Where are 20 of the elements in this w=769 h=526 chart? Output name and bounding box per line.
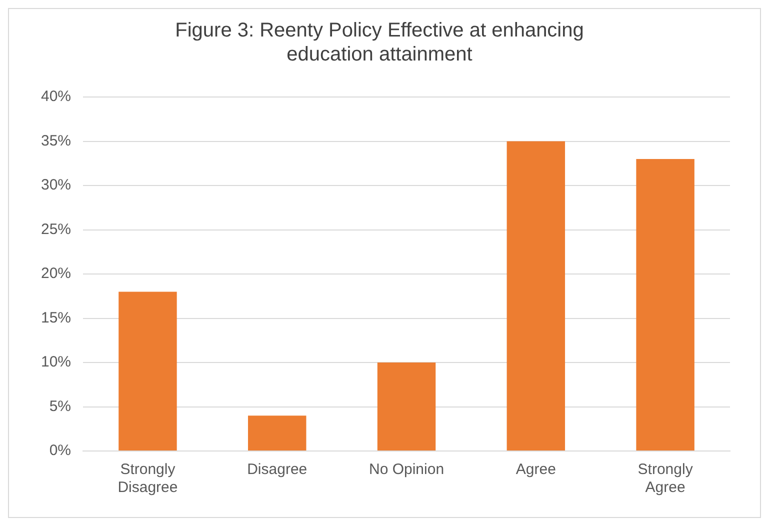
bar: [248, 416, 306, 450]
y-tick-label: 0%: [49, 442, 72, 460]
x-tick-label: Strongly Disagree: [118, 461, 178, 496]
bar: [506, 141, 566, 450]
x-tick-label: Disagree: [247, 461, 308, 478]
x-tick-label: Strongly Agree: [638, 461, 694, 496]
y-tick-label: 15%: [40, 309, 72, 326]
chart-title: Figure 3: Reenty Policy Effective at enhancing education attainment: [175, 20, 584, 66]
bar: [377, 362, 436, 450]
x-tick-label: Agree: [516, 461, 556, 478]
y-tick-label: 35%: [40, 132, 72, 150]
bar: [118, 292, 177, 450]
y-tick-label: 30%: [40, 176, 72, 194]
y-tick-label: 5%: [49, 398, 72, 415]
y-tick-label: 20%: [40, 265, 72, 282]
y-tick-label: 10%: [40, 354, 72, 371]
y-tick-label: 40%: [40, 88, 72, 106]
bar: [636, 158, 694, 450]
x-tick-label: No Opinion: [368, 461, 444, 478]
y-tick-label: 25%: [40, 220, 72, 238]
